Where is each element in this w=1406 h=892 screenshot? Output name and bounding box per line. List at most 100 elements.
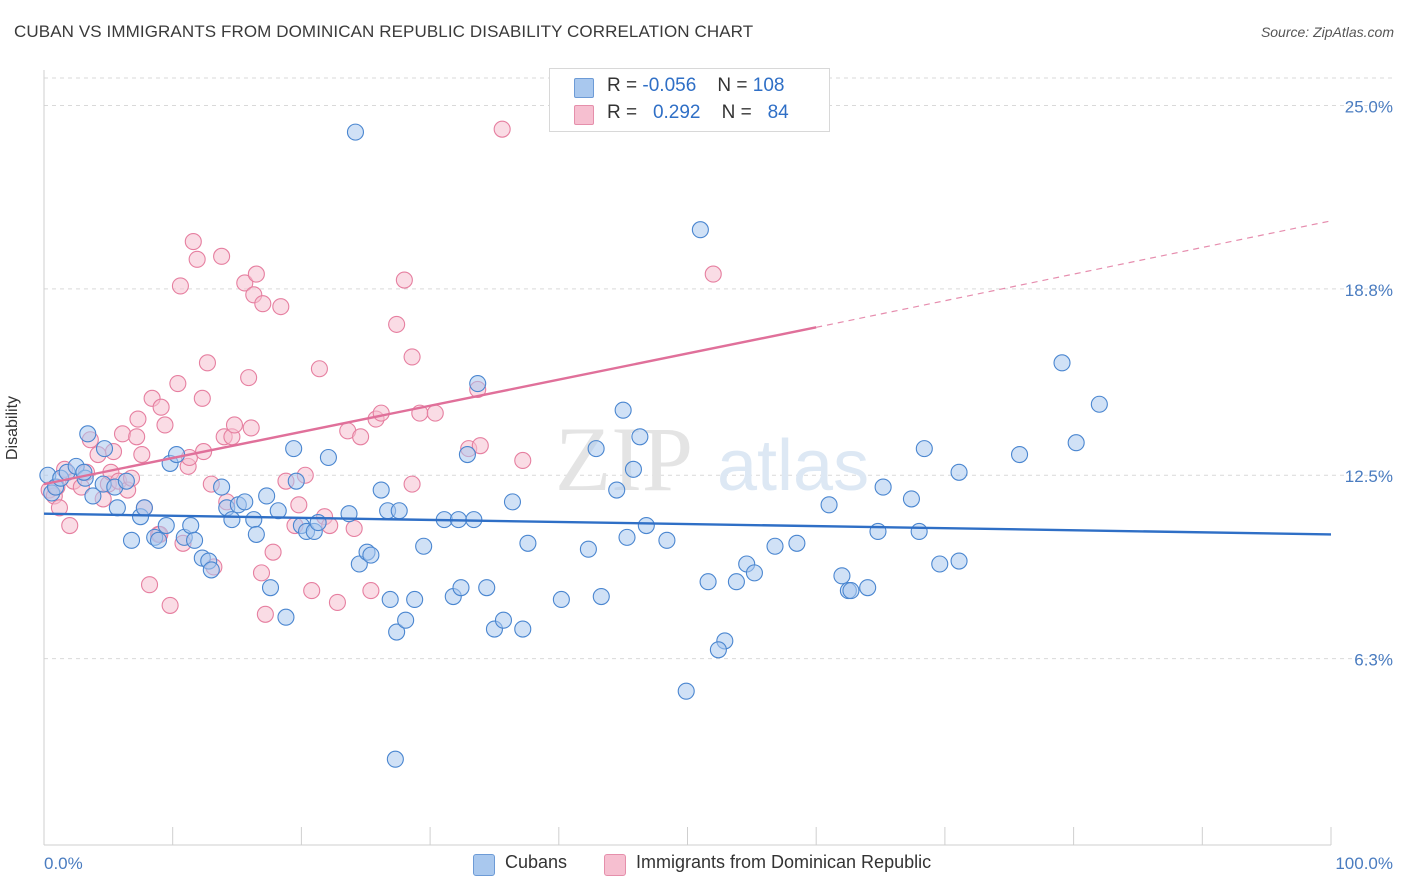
data-point-cuban	[319, 448, 337, 467]
data-point-dominican	[352, 428, 370, 446]
source-label: Source: ZipAtlas.com	[1260, 24, 1394, 40]
data-point-cuban	[874, 478, 892, 496]
data-point-cuban	[261, 579, 280, 597]
data-point-cuban	[386, 750, 404, 768]
data-point-cuban	[637, 516, 655, 535]
data-point-cuban	[614, 401, 632, 419]
x-tick-label: 0.0%	[44, 854, 83, 873]
trend-line-dominican-extension	[816, 220, 1332, 328]
y-tick-label: 18.8%	[1345, 281, 1393, 300]
data-point-dominican	[471, 437, 489, 455]
data-point-dominican	[213, 247, 231, 265]
data-point-dominican	[184, 233, 202, 251]
data-point-cuban	[592, 587, 610, 606]
data-point-cuban	[362, 546, 380, 564]
data-point-dominican	[152, 398, 170, 416]
data-point-cuban	[122, 531, 141, 549]
data-point-cuban	[236, 493, 254, 511]
data-point-cuban	[168, 445, 186, 464]
trend-line-cubans	[43, 512, 1332, 536]
data-point-dominican	[303, 582, 321, 600]
data-point-dominican	[704, 265, 722, 283]
data-point-dominican	[140, 576, 159, 594]
data-point-cuban	[915, 440, 933, 458]
data-point-dominican	[240, 369, 258, 387]
series-legend: Cubans Immigrants from Dominican Republi…	[0, 852, 1406, 878]
data-point-dominican	[242, 419, 260, 437]
data-point-cuban	[950, 552, 968, 570]
data-point-dominican	[171, 277, 189, 295]
data-point-cuban	[388, 623, 406, 641]
y-tick-label: 25.0%	[1345, 97, 1393, 116]
data-point-cuban	[269, 502, 287, 520]
data-point-dominican	[50, 499, 68, 517]
legend-row-cubans: R = -0.056 N = 108	[574, 75, 784, 99]
data-point-dominican	[128, 428, 146, 446]
data-point-cuban	[79, 425, 97, 443]
data-point-cuban	[372, 481, 390, 499]
data-point-dominican	[362, 582, 380, 600]
data-point-dominican	[188, 250, 206, 268]
data-point-cuban	[247, 525, 265, 543]
data-point-dominican	[272, 298, 290, 316]
data-point-cuban	[285, 440, 303, 458]
data-point-cuban	[727, 573, 745, 591]
data-point-dominican	[493, 120, 511, 138]
data-point-dominican	[426, 404, 444, 422]
data-point-cuban	[381, 590, 399, 609]
data-point-cuban	[833, 567, 851, 585]
y-tick-label: 12.5%	[1345, 467, 1393, 486]
legend-r-label: R =	[607, 102, 638, 123]
legend-n-value-dominican: 84	[767, 102, 789, 123]
trend-lines	[43, 220, 1332, 536]
data-point-cuban	[117, 472, 135, 490]
data-point-dominican	[113, 425, 132, 443]
data-point-dominican	[290, 496, 308, 514]
data-point-dominican	[156, 416, 174, 434]
legend-swatch-cubans	[574, 78, 594, 98]
data-point-dominican	[247, 265, 265, 283]
data-point-cuban	[223, 511, 241, 529]
data-point-cuban	[245, 511, 263, 529]
data-point-cuban	[213, 478, 231, 496]
data-point-dominican	[198, 354, 216, 372]
data-point-cuban	[95, 440, 114, 458]
data-point-dominican	[236, 274, 254, 292]
data-point-cuban	[478, 579, 496, 597]
data-point-cuban	[287, 472, 305, 490]
data-point-cuban	[608, 481, 626, 499]
series-dominican-points	[40, 120, 722, 623]
data-point-cuban	[202, 561, 220, 579]
data-point-cuban	[350, 555, 368, 573]
y-tick-labels: 6.3% 12.5% 18.8% 25.0%	[1345, 97, 1393, 669]
legend-n-label: N =	[721, 102, 752, 123]
data-point-cuban	[108, 499, 126, 517]
data-point-cuban	[842, 582, 860, 600]
watermark-atlas: atlas	[717, 426, 869, 506]
data-point-dominican	[388, 315, 406, 333]
data-point-cuban	[691, 221, 709, 239]
data-point-cuban	[552, 590, 570, 609]
data-point-dominican	[133, 445, 151, 464]
data-point-cuban	[469, 374, 487, 393]
data-point-dominican	[225, 416, 244, 434]
data-point-cuban	[658, 531, 676, 549]
data-point-cuban	[519, 534, 537, 552]
data-point-cuban	[788, 534, 806, 552]
legend-r-value-cubans: -0.056	[642, 75, 697, 96]
data-point-dominican	[129, 410, 147, 428]
data-point-cuban	[503, 493, 522, 511]
data-point-cuban	[631, 428, 649, 446]
data-point-cuban	[406, 590, 424, 609]
data-point-cuban	[902, 490, 920, 508]
series-cubans-points	[39, 123, 1108, 768]
chart-title: CUBAN VS IMMIGRANTS FROM DOMINICAN REPUB…	[14, 22, 754, 41]
data-point-cuban	[452, 579, 470, 597]
data-point-cuban	[587, 440, 605, 458]
data-point-cuban	[1010, 445, 1029, 464]
data-point-cuban	[415, 537, 433, 555]
data-point-cuban	[182, 516, 200, 535]
data-point-cuban	[514, 620, 532, 638]
data-point-cuban	[950, 463, 968, 481]
data-point-cuban	[1090, 395, 1108, 413]
